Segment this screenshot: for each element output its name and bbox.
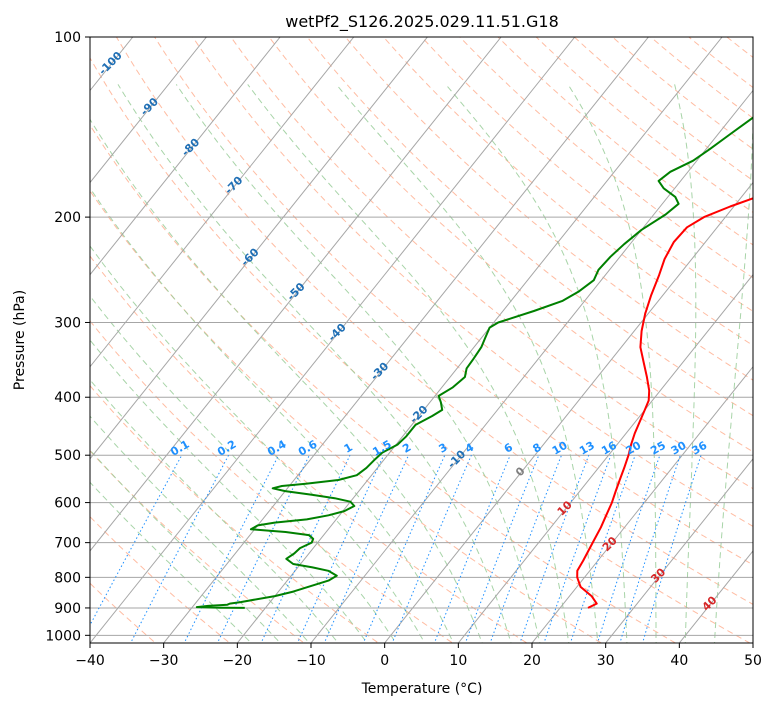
isotherm-line [310, 89, 753, 643]
y-tick-label: 900 [54, 601, 81, 617]
y-tick-label: 400 [54, 390, 81, 406]
isotherm-line [90, 37, 502, 552]
dry-adiabat [90, 320, 454, 643]
moist-adiabat [117, 84, 512, 643]
x-tick-label: −10 [296, 653, 326, 669]
mixing-ratio-line [596, 455, 661, 643]
isotherm-line [531, 365, 753, 643]
isotherm-line [90, 37, 281, 276]
dry-adiabat [421, 37, 753, 312]
moist-adiabat [674, 84, 697, 643]
moist-adiabat [714, 105, 753, 643]
x-tick-label: 50 [744, 653, 762, 669]
mixing-ratio-line [464, 455, 540, 643]
x-tick-label: −20 [223, 653, 253, 669]
y-tick-label: 800 [54, 570, 81, 586]
y-tick-label: 200 [54, 210, 81, 226]
mixing-ratio-line [90, 454, 183, 627]
axes: −40 −30 −20 −10 0 10 20 30 40 50 100 200 300 400 500 60… [45, 30, 762, 669]
profile-lines [195, 116, 753, 609]
moist-adiabat [90, 379, 339, 643]
y-tick-label: 300 [54, 315, 81, 331]
x-tick-label: 30 [597, 653, 615, 669]
moist-adiabat [175, 84, 541, 643]
dewpoint-line [195, 116, 753, 609]
moist-adiabat [90, 339, 368, 643]
y-tick-label: 700 [54, 536, 81, 552]
mixing-ratio-line [433, 455, 511, 643]
moist-adiabat [90, 415, 310, 643]
temperature-line [576, 197, 753, 609]
dry-adiabat [612, 37, 753, 150]
dry-adiabat [90, 255, 528, 643]
x-tick-label: −40 [75, 653, 105, 669]
dry-adiabat [90, 450, 305, 643]
dry-adiabat [192, 37, 753, 527]
y-tick-label: 500 [54, 448, 81, 464]
mixing-ratio-line [296, 454, 385, 643]
dry-adiabat [459, 37, 753, 279]
dry-adiabat [497, 37, 753, 246]
isotherm-line [90, 37, 576, 643]
y-tick-label: 600 [54, 496, 81, 512]
x-tick-label: 40 [670, 653, 688, 669]
isotherm-line [457, 273, 753, 643]
isotherm-line [90, 37, 355, 368]
mixing-ratio-line [323, 454, 410, 643]
isotherm-line [236, 37, 723, 643]
x-tick-label: 10 [449, 653, 467, 669]
moist-adiabat [90, 481, 252, 643]
dry-adiabat [268, 37, 753, 453]
isotherm-line [90, 37, 207, 184]
mixing-ratio-line [130, 454, 230, 643]
x-axis-title: Temperature (°C) [361, 681, 483, 697]
moist-adiabat [90, 118, 483, 643]
dry-adiabat [90, 124, 677, 643]
isotherm-line [163, 37, 649, 643]
moist-adiabat [90, 187, 454, 643]
x-tick-label: −30 [149, 653, 179, 669]
isotherm-line [90, 37, 428, 460]
isotherm-line [384, 181, 753, 643]
isotherm-line [605, 458, 753, 643]
mixing-ratio-line [362, 454, 446, 643]
y-tick-label: 1000 [45, 628, 81, 644]
x-tick-label: 0 [380, 653, 389, 669]
dry-adiabat [90, 57, 751, 643]
moist-adiabat [567, 84, 657, 643]
dry-adiabat [90, 190, 603, 643]
moist-adiabat [445, 84, 628, 643]
plot-frame [89, 36, 754, 644]
x-tick-label: 20 [523, 653, 541, 669]
mixing-ratio-line [619, 455, 681, 643]
moist-adiabat [247, 84, 570, 643]
mixing-ratio-line [391, 454, 472, 643]
moist-adiabat [335, 84, 599, 643]
moist-adiabat [90, 295, 397, 643]
y-tick-label: 100 [54, 30, 81, 46]
dry-adiabat [90, 516, 231, 643]
chart-title: wetPf2_S126.2025.029.11.51.G18 [285, 12, 559, 32]
mixing-ratio-line [642, 455, 702, 643]
moist-adiabat [90, 449, 281, 643]
dry-adiabat [383, 37, 753, 347]
y-axis-title: Pressure (hPa) [12, 290, 28, 390]
dry-adiabat [115, 37, 753, 605]
